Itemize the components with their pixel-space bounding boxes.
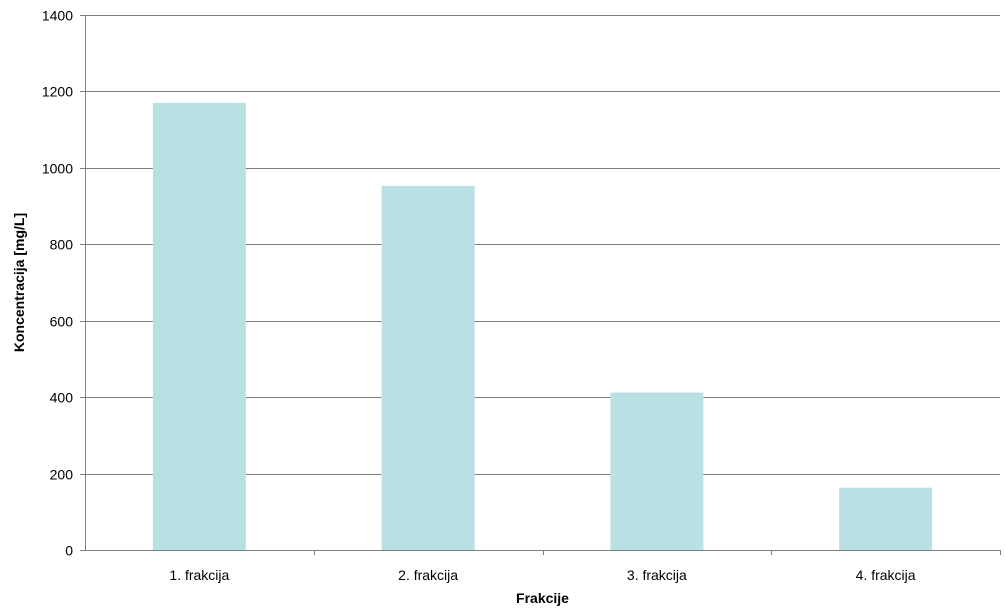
y-tick-label: 600: [50, 314, 74, 330]
bars: [152, 102, 933, 551]
x-tick-labels: 1. frakcija 2. frakcija 3. frakcija 4. frak…: [169, 567, 915, 583]
axes: [80, 15, 1001, 555]
y-tick-label: 1000: [42, 161, 73, 177]
bar-1: [152, 102, 246, 551]
bar-2: [381, 185, 475, 550]
x-axis-title: Frakcije: [516, 590, 569, 606]
y-tick-label: 1400: [42, 8, 73, 24]
x-tick-label: 1. frakcija: [169, 567, 229, 583]
y-tick-label: 0: [65, 543, 73, 559]
y-tick-label: 800: [50, 237, 74, 253]
y-axis-title: Koncentracija [mg/L]: [11, 213, 27, 352]
y-tick-label: 1200: [42, 84, 73, 100]
y-tick-label: 200: [50, 467, 74, 483]
bar-3: [610, 392, 704, 550]
x-tick-label: 3. frakcija: [627, 567, 687, 583]
x-tick-label: 4. frakcija: [856, 567, 916, 583]
bar-4: [839, 487, 933, 550]
y-tick-labels: 0 200 400 600 800 1000 1200 1400: [42, 8, 73, 559]
x-tick-label: 2. frakcija: [398, 567, 458, 583]
y-tick-label: 400: [50, 390, 74, 406]
